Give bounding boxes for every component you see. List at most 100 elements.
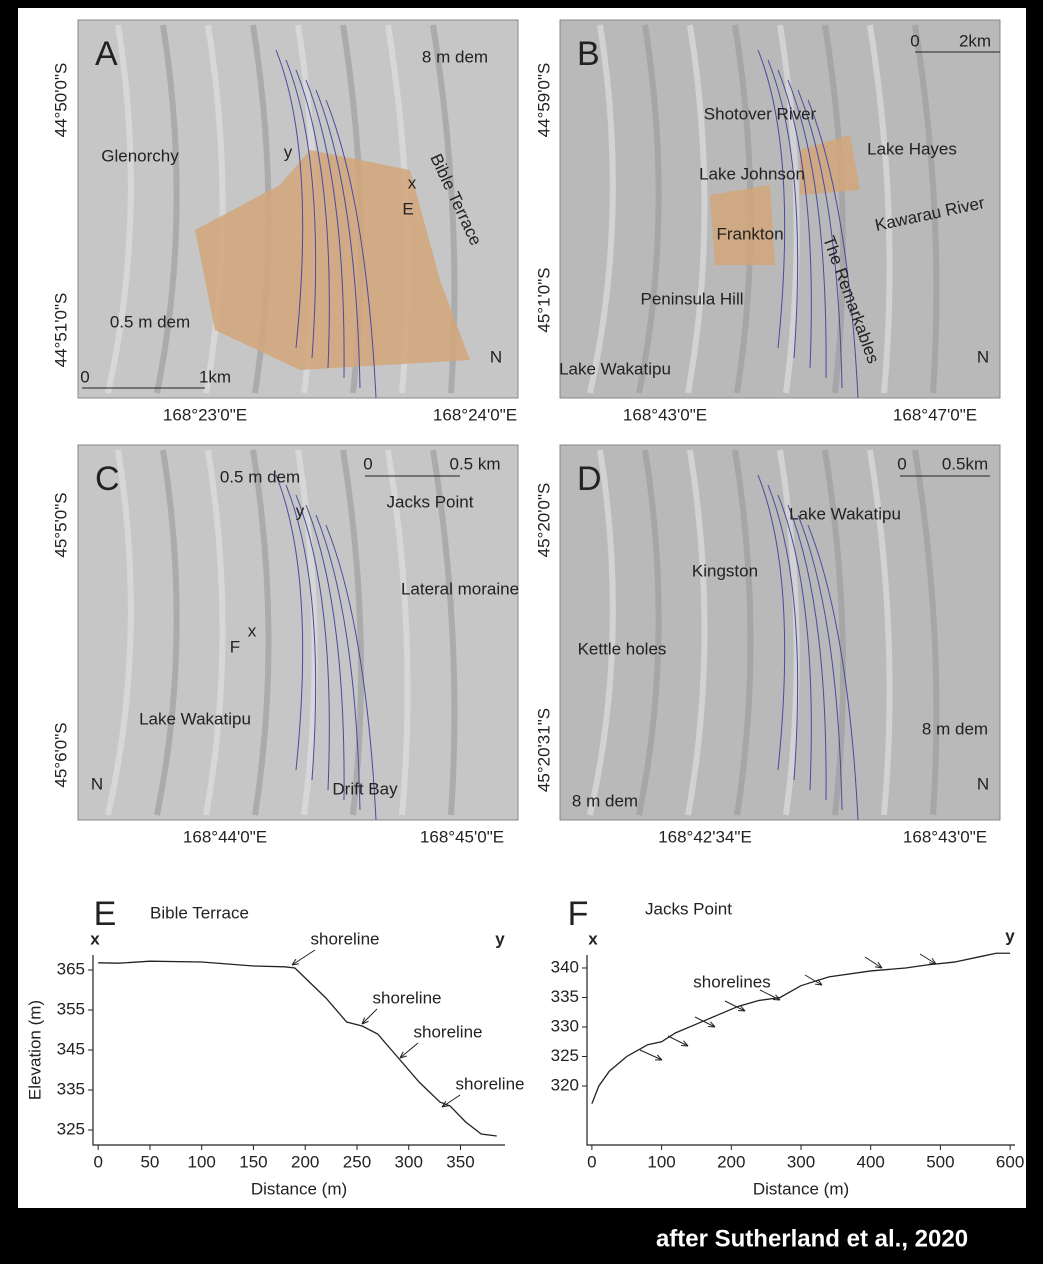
- latitude-label: 45°6'0"S: [51, 722, 70, 787]
- y-tick-label: 355: [57, 999, 85, 1018]
- x-tick-label: 600: [996, 1152, 1024, 1171]
- longitude-label: 168°43'0"E: [903, 827, 987, 846]
- x-axis-label: Distance (m): [753, 1179, 849, 1198]
- profile-end: x: [90, 929, 100, 948]
- x-tick-label: 500: [926, 1152, 954, 1171]
- x-tick-label: 150: [239, 1152, 267, 1171]
- map-label: Frankton: [716, 224, 783, 243]
- profile-end: y: [1005, 926, 1015, 945]
- x-tick-label: 100: [647, 1152, 675, 1171]
- x-tick-label: 300: [395, 1152, 423, 1171]
- y-tick-label: 325: [551, 1046, 579, 1065]
- y-tick-label: 325: [57, 1119, 85, 1138]
- scale-label: 1km: [199, 367, 231, 386]
- x-tick-label: 400: [857, 1152, 885, 1171]
- x-tick-label: 200: [291, 1152, 319, 1171]
- map-label: y: [284, 142, 293, 161]
- chart-title: Jacks Point: [645, 899, 732, 918]
- map-label: Lake Johnson: [699, 164, 805, 183]
- map-label: 8 m dem: [422, 47, 488, 66]
- latitude-label: 44°50'0"S: [51, 63, 70, 138]
- longitude-label: 168°45'0"E: [420, 827, 504, 846]
- annotation: shoreline: [456, 1074, 525, 1093]
- longitude-label: 168°24'0"E: [433, 405, 517, 424]
- panel-letter: B: [577, 35, 600, 73]
- scale-label: 0.5 km: [449, 454, 500, 473]
- map-label: Lake Wakatipu: [789, 504, 901, 523]
- map-label: F: [230, 637, 240, 656]
- scale-label: 0: [80, 367, 89, 386]
- map-label: Peninsula Hill: [641, 289, 744, 308]
- y-tick-label: 365: [57, 959, 85, 978]
- y-tick-label: 340: [551, 957, 579, 976]
- y-tick-label: 330: [551, 1016, 579, 1035]
- map-label: E: [402, 199, 413, 218]
- latitude-label: 45°5'0"S: [51, 492, 70, 557]
- map-label: Kingston: [692, 561, 758, 580]
- map-label: Kettle holes: [578, 639, 667, 658]
- map-label: Lateral moraine: [401, 579, 519, 598]
- map-label: N: [490, 347, 502, 366]
- x-tick-label: 0: [93, 1152, 102, 1171]
- map-label: 0.5 m dem: [110, 312, 190, 331]
- annotation: shoreline: [311, 929, 380, 948]
- panel-letter: F: [568, 895, 589, 933]
- y-axis-label: Elevation (m): [25, 1000, 44, 1100]
- map-label: N: [977, 774, 989, 793]
- longitude-label: 168°23'0"E: [163, 405, 247, 424]
- map-label: x: [408, 173, 417, 192]
- longitude-label: 168°47'0"E: [893, 405, 977, 424]
- map-label: Shotover River: [704, 104, 817, 123]
- latitude-label: 45°20'0"S: [534, 483, 553, 558]
- x-tick-label: 200: [717, 1152, 745, 1171]
- panel-letter: C: [95, 460, 120, 498]
- latitude-label: 44°51'0"S: [51, 293, 70, 368]
- latitude-label: 44°59'0"S: [534, 63, 553, 138]
- annotation: shorelines: [693, 972, 771, 991]
- annotation: shoreline: [414, 1022, 483, 1041]
- y-tick-label: 345: [57, 1039, 85, 1058]
- longitude-label: 168°43'0"E: [623, 405, 707, 424]
- panel-letter: A: [95, 35, 118, 73]
- longitude-label: 168°44'0"E: [183, 827, 267, 846]
- map-label: Drift Bay: [332, 779, 398, 798]
- map-label: N: [977, 347, 989, 366]
- profile-end: y: [495, 929, 505, 948]
- panel-letter: D: [577, 460, 602, 498]
- scale-label: 0.5km: [942, 454, 988, 473]
- y-tick-label: 320: [551, 1075, 579, 1094]
- map-label: N: [91, 774, 103, 793]
- x-tick-label: 100: [188, 1152, 216, 1171]
- latitude-label: 45°1'0"S: [534, 267, 553, 332]
- scale-label: 2km: [959, 31, 991, 50]
- map-label: Lake Hayes: [867, 139, 957, 158]
- figure: after Sutherland et al., 2020 A 8 m dem Gl…: [0, 0, 1043, 1264]
- x-tick-label: 0: [587, 1152, 596, 1171]
- x-tick-label: 250: [343, 1152, 371, 1171]
- map-label: x: [248, 621, 257, 640]
- panel-letter: E: [94, 895, 117, 933]
- y-tick-label: 335: [551, 987, 579, 1006]
- scale-label: 0: [363, 454, 372, 473]
- x-axis-label: Distance (m): [251, 1179, 347, 1198]
- x-tick-label: 50: [140, 1152, 159, 1171]
- scale-label: 0: [897, 454, 906, 473]
- scale-label: 0: [910, 31, 919, 50]
- map-label: Lake Wakatipu: [559, 359, 671, 378]
- map-label: y: [296, 501, 305, 520]
- map-label: 8 m dem: [922, 719, 988, 738]
- map-label: Glenorchy: [101, 146, 179, 165]
- chart-title: Bible Terrace: [150, 903, 249, 922]
- y-tick-label: 335: [57, 1079, 85, 1098]
- x-tick-label: 300: [787, 1152, 815, 1171]
- annotation: shoreline: [373, 988, 442, 1007]
- latitude-label: 45°20'31"S: [534, 708, 553, 792]
- map-label: Lake Wakatipu: [139, 709, 251, 728]
- longitude-label: 168°42'34"E: [658, 827, 752, 846]
- x-tick-label: 350: [446, 1152, 474, 1171]
- credit: after Sutherland et al., 2020: [656, 1225, 968, 1252]
- map-label: 0.5 m dem: [220, 467, 300, 486]
- map-label: Jacks Point: [387, 492, 474, 511]
- map-label: 8 m dem: [572, 791, 638, 810]
- profile-end: x: [588, 929, 598, 948]
